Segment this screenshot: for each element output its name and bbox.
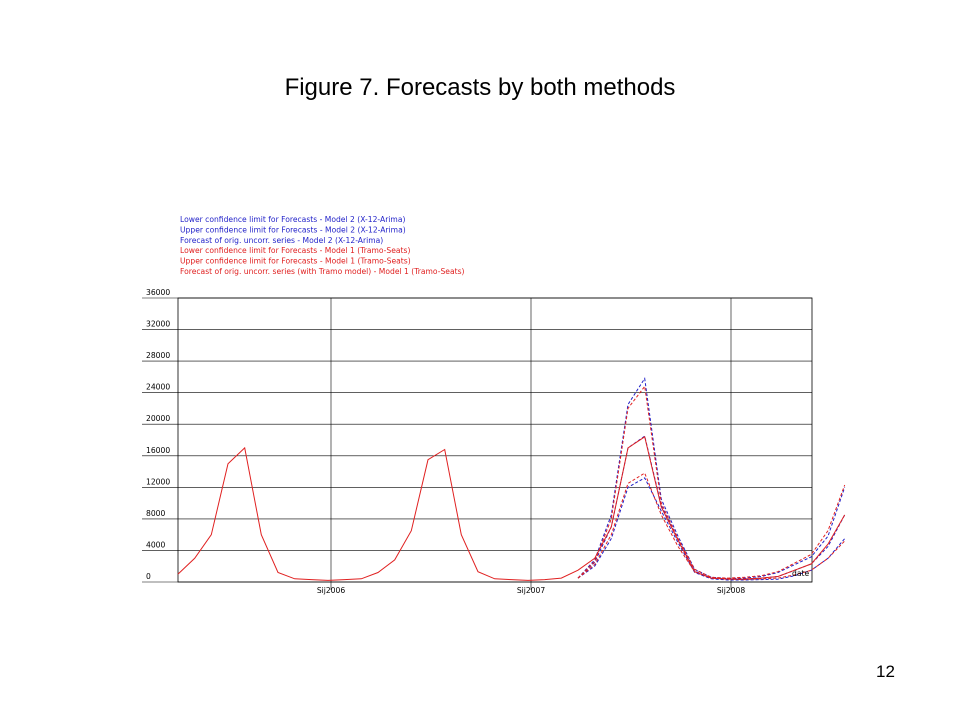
legend-entry: Upper confidence limit for Forecasts - M… xyxy=(180,257,411,266)
x-tick-label: Sij2006 xyxy=(317,586,346,595)
series-line xyxy=(577,477,846,581)
series-line xyxy=(177,435,846,581)
legend-entry: Lower confidence limit for Forecasts - M… xyxy=(180,246,410,255)
y-tick-label: 20000 xyxy=(146,414,170,423)
y-tick-label: 32000 xyxy=(146,320,170,329)
x-axis: Sij2006 Sij2007 Sij2008 xyxy=(317,586,746,595)
y-tick-label: 4000 xyxy=(146,540,165,549)
series-line xyxy=(577,472,846,581)
y-tick-label: 12000 xyxy=(146,477,170,486)
y-tick-label: 8000 xyxy=(146,509,165,518)
chart-series xyxy=(177,377,846,581)
plot-frame xyxy=(177,297,813,583)
y-tick-label: 16000 xyxy=(146,446,170,455)
legend-entry: Upper confidence limit for Forecasts - M… xyxy=(180,225,406,234)
legend-entry: Lower confidence limit for Forecasts - M… xyxy=(180,215,405,224)
slide-title: Figure 7. Forecasts by both methods xyxy=(284,74,676,101)
page-number: 12 xyxy=(876,662,895,681)
x-axis-label: date xyxy=(792,569,809,578)
series-line xyxy=(577,377,846,580)
y-tick-label: 28000 xyxy=(146,351,170,360)
legend-entry: Forecast of orig. uncorr. series - Model… xyxy=(180,236,383,245)
x-tick-label: Sij2007 xyxy=(517,586,546,595)
legend-entry: Forecast of orig. uncorr. series (with T… xyxy=(180,267,465,276)
y-tick-label: 0 xyxy=(146,572,151,581)
y-tick-label: 36000 xyxy=(146,288,170,297)
series-line xyxy=(577,385,846,579)
chart-grid xyxy=(142,297,813,590)
y-tick-label: 24000 xyxy=(146,383,170,392)
chart-legend: Lower confidence limit for Forecasts - M… xyxy=(180,215,465,276)
y-axis: 0 4000 8000 12000 16000 20000 24000 28000 32000 3… xyxy=(146,288,170,581)
x-tick-label: Sij2008 xyxy=(717,586,746,595)
